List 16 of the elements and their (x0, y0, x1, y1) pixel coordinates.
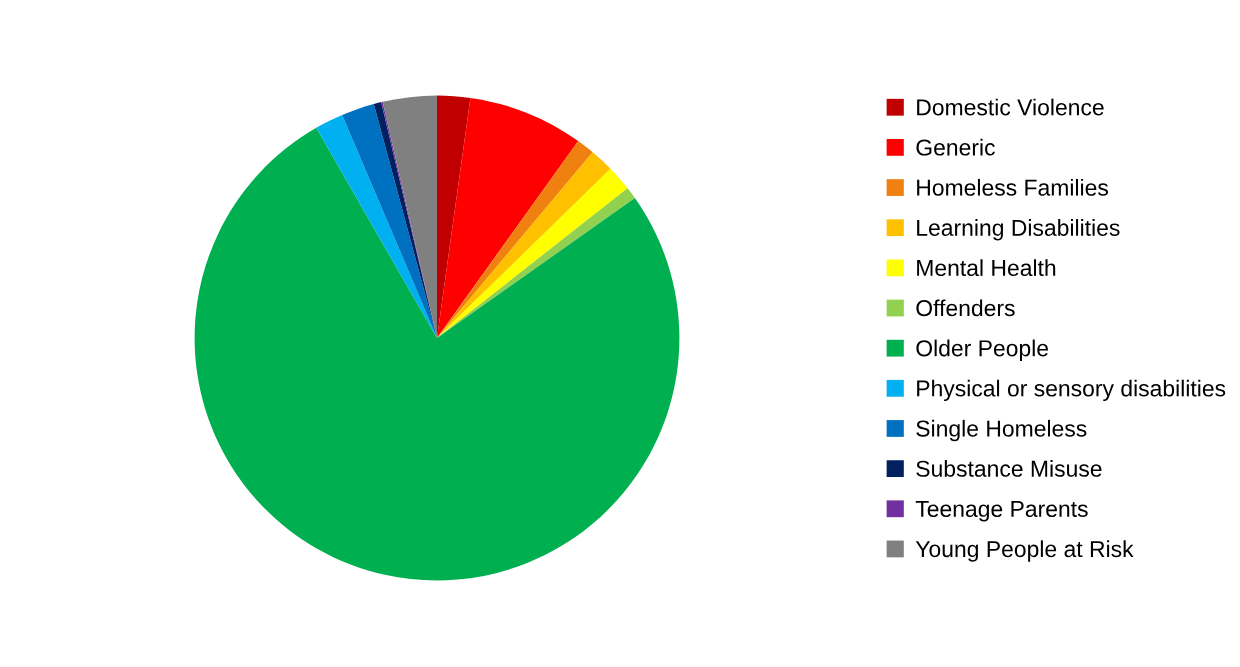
legend-label: Generic (916, 138, 995, 156)
legend-label: Domestic Violence (917, 98, 1104, 116)
legend-label: Mental Health (917, 259, 1056, 277)
legend-label: Learning Disabilities (917, 219, 1120, 241)
legend-label: Single Homeless (916, 419, 1087, 442)
legend-label: Offenders (916, 299, 1015, 317)
pie-slice (437, 97, 579, 338)
legend-label: Young People at Risk (915, 540, 1134, 562)
legend-label: Older People (916, 339, 1049, 361)
legend-label: Physical or sensory disabilities (917, 379, 1226, 402)
legend-label: Homeless Families (917, 178, 1108, 196)
legend-label: Teenage Parents (915, 501, 1088, 522)
legend-label: Substance Misuse (916, 460, 1102, 477)
pie-slice (194, 127, 680, 581)
pie-slice (316, 114, 437, 338)
pie-slice (342, 103, 437, 338)
